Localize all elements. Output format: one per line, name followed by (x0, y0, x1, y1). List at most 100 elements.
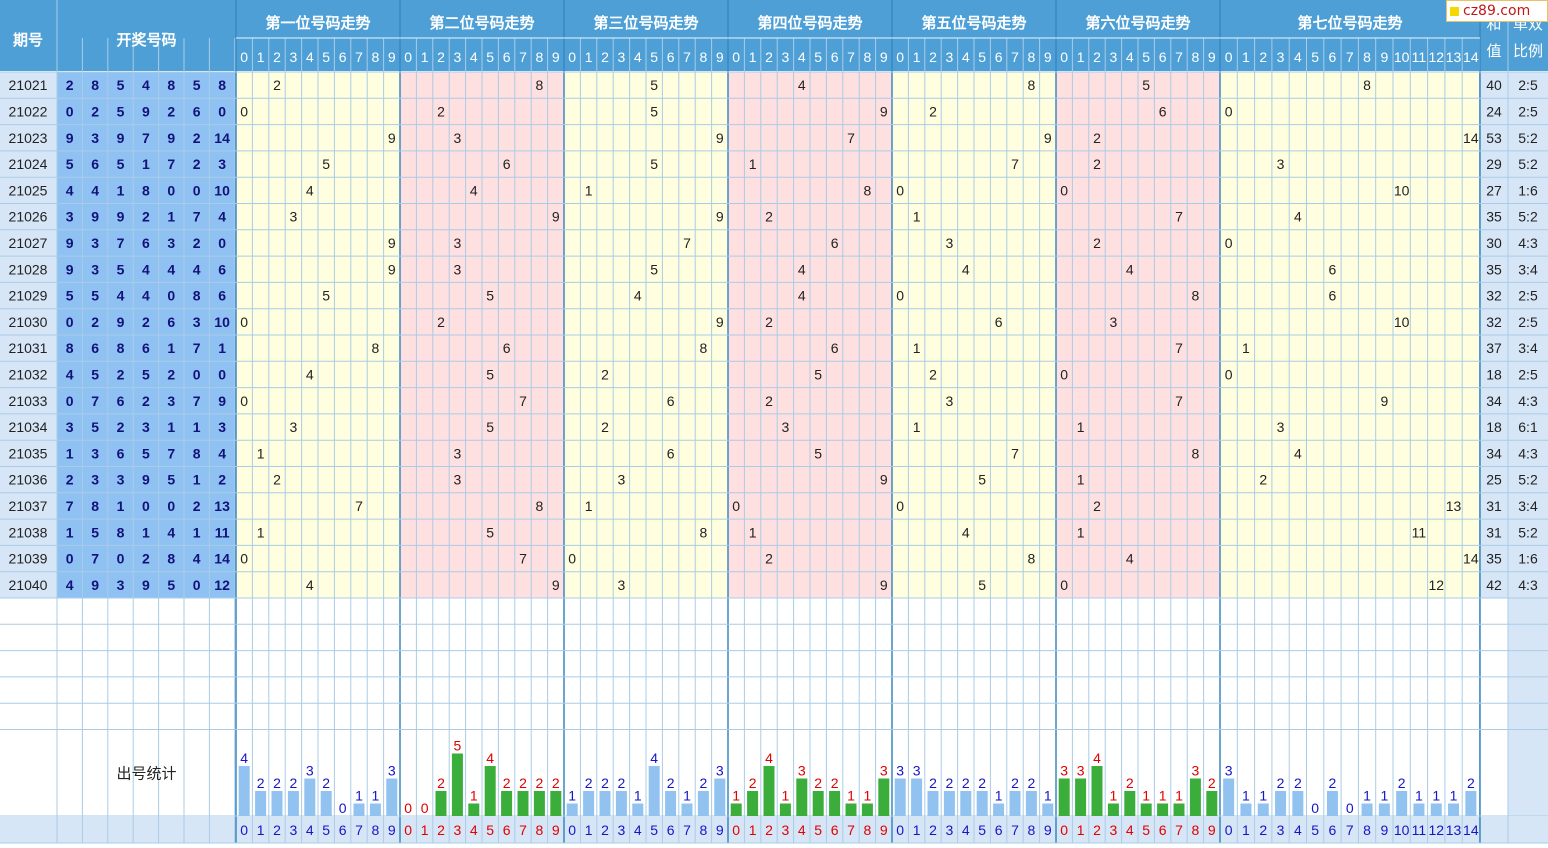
digit-column-header: 2 (601, 49, 609, 65)
footer-digit-label: 12 (1428, 822, 1444, 838)
draw-number-cell: 9 (167, 130, 175, 146)
digit-column-header: 3 (290, 49, 298, 65)
stat-bar (271, 791, 283, 816)
issue-cell: 21031 (9, 340, 48, 356)
draw-number-cell: 4 (66, 577, 74, 593)
stat-count: 2 (700, 775, 708, 791)
footer-digit-label: 3 (946, 822, 954, 838)
ratio-cell: 2:5 (1518, 314, 1538, 330)
trend-hit-marker: 3 (782, 419, 790, 435)
stat-bar (468, 803, 480, 816)
issue-cell: 21035 (9, 445, 48, 461)
draw-number-cell: 2 (167, 366, 175, 382)
draw-number-cell: 3 (117, 577, 125, 593)
draw-number-cell: 8 (193, 445, 201, 461)
footer-digit-label: 2 (273, 822, 281, 838)
stat-bar (943, 791, 955, 816)
stat-bar (796, 778, 808, 816)
footer-digit-label: 2 (765, 822, 773, 838)
draw-number-cell: 3 (66, 209, 74, 225)
trend-hit-marker: 3 (290, 419, 298, 435)
trend-hit-marker: 9 (880, 103, 888, 119)
ratio-cell: 4:3 (1518, 445, 1538, 461)
draw-number-cell: 14 (214, 130, 230, 146)
stat-count: 1 (1044, 788, 1052, 804)
site-logo[interactable]: cz89.com (1446, 0, 1548, 22)
draw-number-cell: 7 (142, 130, 150, 146)
digit-column-header: 1 (585, 49, 593, 65)
trend-hit-marker: 2 (1259, 472, 1267, 488)
trend-hit-marker: 6 (831, 340, 839, 356)
draw-number-cell: 13 (214, 498, 230, 514)
trend-hit-marker: 10 (1394, 314, 1410, 330)
ratio-cell: 3:4 (1518, 498, 1538, 514)
trend-hit-marker: 5 (650, 156, 658, 172)
trend-hit-marker: 3 (946, 393, 954, 409)
footer-digit-label: 8 (536, 822, 544, 838)
stat-count: 1 (1110, 788, 1118, 804)
digit-column-header: 3 (782, 49, 790, 65)
footer-digit-label: 7 (847, 822, 855, 838)
draw-number-cell: 0 (66, 393, 74, 409)
trend-hit-marker: 6 (1159, 103, 1167, 119)
digit-column-header: 6 (995, 49, 1003, 65)
trend-hit-marker: 3 (454, 445, 462, 461)
draw-number-cell: 5 (91, 366, 99, 382)
trend-hit-marker: 8 (372, 340, 380, 356)
stat-count: 2 (978, 775, 986, 791)
ratio-cell: 5:2 (1518, 209, 1538, 225)
trend-hit-marker: 7 (1175, 340, 1183, 356)
stat-count: 1 (995, 788, 1003, 804)
stat-bar (1206, 791, 1218, 816)
draw-number-cell: 9 (117, 209, 125, 225)
draw-number-cell: 7 (167, 445, 175, 461)
draw-number-cell: 4 (193, 261, 201, 277)
draw-number-cell: 3 (91, 130, 99, 146)
issue-cell: 21021 (9, 77, 48, 93)
sum-cell: 32 (1486, 314, 1502, 330)
trend-hit-marker: 3 (1110, 314, 1118, 330)
trend-hit-marker: 7 (683, 235, 691, 251)
trend-hit-marker: 2 (765, 209, 773, 225)
stat-count: 1 (1380, 788, 1388, 804)
footer-digit-label: 6 (1329, 822, 1337, 838)
digit-column-header: 1 (1242, 49, 1250, 65)
footer-digit-label: 8 (864, 822, 872, 838)
ratio-cell: 5:2 (1518, 472, 1538, 488)
trend-hit-marker: 0 (1060, 182, 1068, 198)
stat-count: 2 (1294, 775, 1302, 791)
draw-number-cell: 2 (193, 498, 201, 514)
digit-column-header: 9 (716, 49, 724, 65)
trend-hit-marker: 4 (962, 261, 970, 277)
draw-number-cell: 8 (91, 77, 99, 93)
draw-number-cell: 4 (91, 182, 99, 198)
draw-number-cell: 5 (193, 77, 201, 93)
trend-hit-marker: 4 (962, 524, 970, 540)
draw-number-cell: 2 (193, 235, 201, 251)
stat-count: 1 (470, 788, 478, 804)
draw-number-cell: 3 (193, 314, 201, 330)
footer-digit-label: 2 (1259, 822, 1267, 838)
digit-column-header: 7 (683, 49, 691, 65)
trend-hit-marker: 0 (1060, 366, 1068, 382)
stat-bar (648, 766, 660, 816)
issue-cell: 21038 (9, 524, 48, 540)
draw-number-cell: 2 (218, 472, 226, 488)
trend-hit-marker: 3 (454, 235, 462, 251)
digit-column-header: 6 (1329, 49, 1337, 65)
stat-count: 1 (372, 788, 380, 804)
draw-number-cell: 5 (66, 288, 74, 304)
ratio-cell: 2:5 (1518, 103, 1538, 119)
trend-hit-marker: 2 (765, 393, 773, 409)
sum-cell: 30 (1486, 235, 1502, 251)
draw-number-cell: 2 (91, 103, 99, 119)
issue-cell: 21026 (9, 209, 48, 225)
ratio-cell: 4:3 (1518, 235, 1538, 251)
header-background (0, 0, 1548, 71)
trend-hit-marker: 1 (585, 498, 593, 514)
digit-column-header: 2 (765, 49, 773, 65)
draw-number-cell: 6 (218, 261, 226, 277)
trend-hit-marker: 14 (1463, 551, 1479, 567)
draw-number-cell: 5 (117, 156, 125, 172)
trend-hit-marker: 6 (1329, 261, 1337, 277)
